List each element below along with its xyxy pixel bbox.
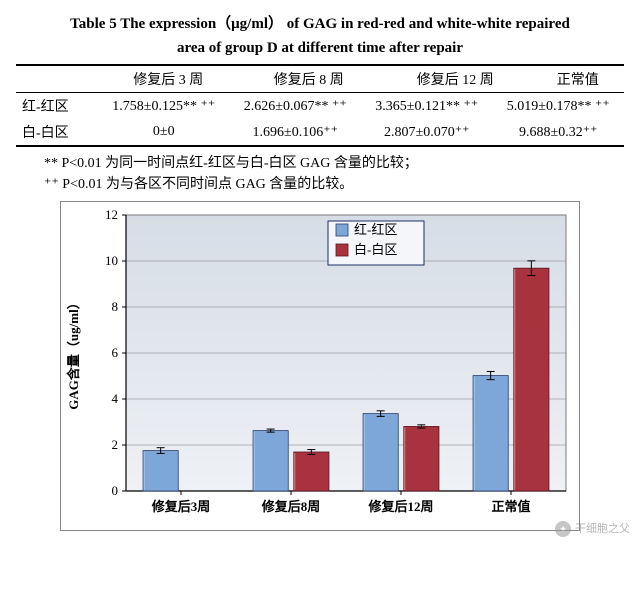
watermark: ✦ 干细胞之父 (555, 520, 630, 537)
table-cell: 1.758±0.125** ⁺⁺ (98, 93, 230, 119)
table-cell: 0±0 (98, 119, 230, 145)
table-row: 白-白区0±01.696±0.106⁺⁺2.807±0.070⁺⁺9.688±0… (16, 119, 624, 145)
wechat-icon: ✦ (555, 521, 571, 537)
ytick-label: 12 (105, 207, 118, 222)
table-cell: 5.019±0.178** ⁺⁺ (493, 93, 625, 119)
data-table-body: 红-红区1.758±0.125** ⁺⁺2.626±0.067** ⁺⁺3.36… (16, 93, 624, 145)
table-row: 红-红区1.758±0.125** ⁺⁺2.626±0.067** ⁺⁺3.36… (16, 93, 624, 119)
col-header (16, 66, 98, 92)
table-cell: 2.626±0.067** ⁺⁺ (230, 93, 362, 119)
table-notes: ** P<0.01 为同一时间点红-红区与白-白区 GAG 含量的比较； ⁺⁺ … (44, 153, 624, 195)
y-axis-label: GAG含量（ug/ml） (66, 296, 81, 409)
xtick-label: 修复后12周 (367, 499, 433, 514)
bar (404, 426, 439, 491)
note-1: ** P<0.01 为同一时间点红-红区与白-白区 GAG 含量的比较； (44, 153, 624, 174)
legend-label: 红-红区 (354, 222, 397, 237)
xtick-label: 修复后8周 (261, 499, 321, 514)
table-title: Table 5 The expression（μg/ml） of GAG in … (16, 12, 624, 60)
legend-swatch (336, 244, 348, 256)
ytick-label: 2 (112, 437, 119, 452)
table-cell: 红-红区 (16, 93, 98, 119)
bar (514, 268, 549, 491)
xtick-label: 修复后3周 (151, 499, 211, 514)
table-cell: 2.807±0.070⁺⁺ (361, 119, 493, 145)
table-cell: 白-白区 (16, 119, 98, 145)
bar (473, 376, 508, 491)
col-header: 修复后 3 周 (98, 66, 238, 92)
ytick-label: 10 (105, 253, 118, 268)
title-line2: area of group D at different time after … (177, 40, 463, 56)
bar (294, 452, 329, 491)
table-bottom-rule (16, 145, 624, 147)
ytick-label: 8 (112, 299, 119, 314)
col-header: 正常值 (531, 66, 624, 92)
xtick-label: 正常值 (491, 499, 530, 514)
bar (143, 451, 178, 491)
note-2: ⁺⁺ P<0.01 为与各区不同时间点 GAG 含量的比较。 (44, 174, 624, 195)
table-cell: 3.365±0.121** ⁺⁺ (361, 93, 493, 119)
legend-swatch (336, 224, 348, 236)
bar-chart: 0 2 4 6 8 10 12 GAG含量（ug/ml） 修复后3周 修复后8周 修复后12周 正常值… (60, 201, 580, 531)
ytick-label: 4 (112, 391, 119, 406)
legend-label: 白-白区 (354, 242, 397, 257)
bar (253, 431, 288, 491)
table-cell: 1.696±0.106⁺⁺ (230, 119, 362, 145)
col-header: 修复后 8 周 (238, 66, 378, 92)
data-table: 修复后 3 周修复后 8 周修复后 12 周正常值 (16, 66, 624, 92)
title-line1: Table 5 The expression（μg/ml） of GAG in … (70, 16, 570, 32)
watermark-text: 干细胞之父 (575, 523, 630, 535)
col-header: 修复后 12 周 (379, 66, 531, 92)
table-cell: 9.688±0.32⁺⁺ (493, 119, 625, 145)
bar (363, 414, 398, 491)
ytick-label: 6 (112, 345, 119, 360)
ytick-label: 0 (112, 483, 119, 498)
